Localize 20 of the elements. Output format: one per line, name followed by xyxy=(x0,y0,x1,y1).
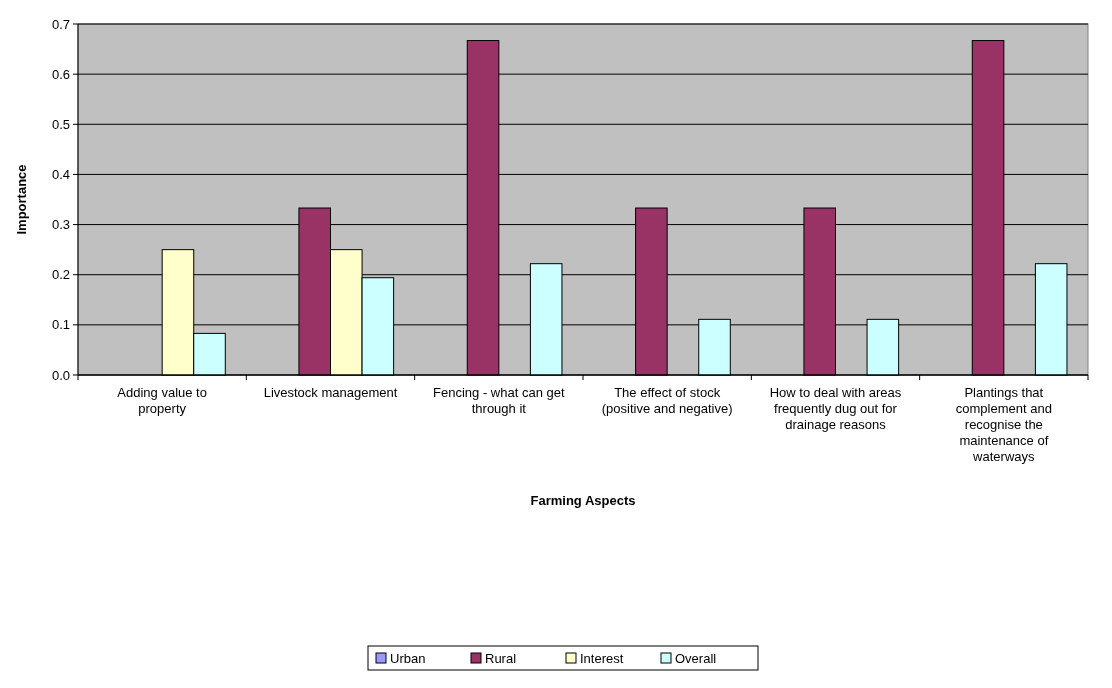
y-tick-label: 0.4 xyxy=(51,166,70,182)
x-tick-label: Livestock management xyxy=(263,385,398,400)
y-tick-label: 0.1 xyxy=(51,317,70,333)
y-axis-title: Importance xyxy=(14,164,29,235)
x-tick-label: Plantings that complement and recognise the maintenance of waterways xyxy=(955,385,1052,464)
x-tick-label: Adding value to property xyxy=(117,385,207,416)
y-tick-label: 0.3 xyxy=(51,217,70,233)
legend-label: Overall xyxy=(675,650,717,666)
y-tick-label: 0.2 xyxy=(51,267,70,283)
y-tick-label: 0.0 xyxy=(51,367,70,383)
x-axis-title: Farming Aspects xyxy=(530,493,636,508)
y-tick-label: 0.5 xyxy=(51,116,70,132)
x-tick-label: The effect of stock (positive and negative) xyxy=(601,385,733,416)
legend-label: Interest xyxy=(580,650,624,666)
legend-label: Urban xyxy=(390,650,426,666)
legend-label: Rural xyxy=(485,650,517,666)
x-tick-label: How to deal with areas frequently dug out for drainage reasons xyxy=(769,385,902,432)
y-tick-label: 0.7 xyxy=(51,16,70,32)
y-tick-label: 0.6 xyxy=(51,66,70,82)
x-tick-label: Fencing - what can get through it xyxy=(433,385,565,416)
